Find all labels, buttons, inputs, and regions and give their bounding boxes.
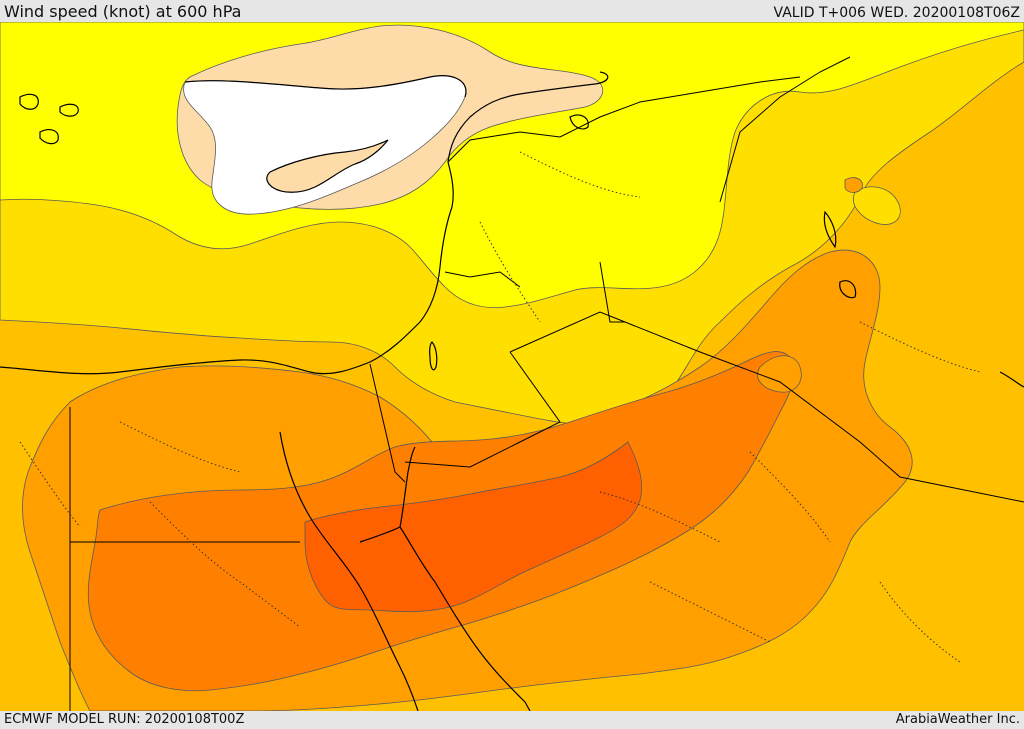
yellow-patch-east: [853, 186, 901, 225]
border-sinai-israel: [369, 363, 406, 483]
anatolia-coast: [184, 75, 467, 98]
model-run-label: ECMWF MODEL RUN: 20200108T00Z: [4, 712, 245, 727]
mediterranean-coast: [0, 71, 609, 375]
province-borders: [19, 151, 981, 663]
gulf-of-aqaba-coast: [399, 446, 416, 528]
dotted-line-9: [879, 581, 961, 663]
dotted-line-6: [859, 321, 981, 373]
border-jordan-syria: [444, 271, 521, 288]
aegean-island-1: [19, 93, 39, 110]
aegean-island-2: [59, 103, 79, 117]
valid-time-label: VALID T+006 WED. 20200108T06Z: [773, 5, 1020, 21]
cyprus-island: [266, 139, 389, 193]
coastline-group: [0, 71, 1024, 711]
dead-sea: [429, 341, 438, 371]
lake-north: [569, 114, 589, 130]
lake-east-1: [823, 210, 837, 249]
gulf-of-suez-coast: [279, 431, 419, 711]
orange-patch-east: [844, 177, 863, 193]
dotted-line-1: [119, 421, 241, 473]
band-7-area: [304, 441, 643, 613]
lake-east-2: [839, 280, 857, 299]
border-iraq-iran: [719, 56, 851, 203]
band-5-blob: [757, 355, 802, 393]
dotted-line-8: [479, 221, 541, 323]
dotted-line-2: [149, 501, 301, 628]
country-borders: [69, 56, 1024, 711]
border-syria-iraq: [599, 261, 625, 323]
dotted-line-4: [749, 451, 831, 543]
gulf-coast-east: [999, 371, 1024, 388]
footer-bar: [0, 711, 1024, 729]
aegean-island-3: [39, 129, 59, 145]
red-sea-east-coast: [359, 526, 531, 711]
map-title: Wind speed (knot) at 600 hPa: [4, 2, 242, 21]
border-iraq-saudi: [509, 311, 1024, 503]
credit-label: ArabiaWeather Inc.: [895, 712, 1020, 727]
header-bar: [0, 0, 1024, 22]
wind-speed-map: [0, 22, 1024, 711]
border-jordan-saudi: [404, 351, 561, 468]
border-turkey-syria: [447, 76, 801, 163]
